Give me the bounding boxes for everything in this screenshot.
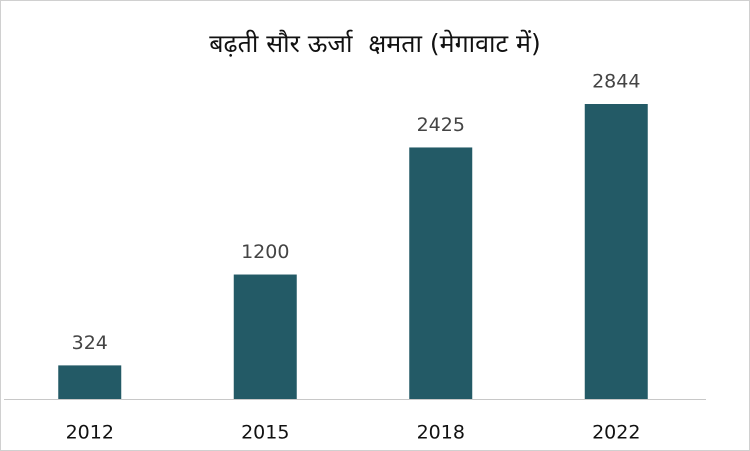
x-tick-label: 2022 xyxy=(592,422,640,444)
bar xyxy=(409,147,473,399)
x-tick-label: 2015 xyxy=(241,422,289,444)
chart-title: बढ़ती सौर ऊर्जा क्षमता (मेगावाट में) xyxy=(209,29,541,58)
bar xyxy=(58,365,122,399)
data-label: 2425 xyxy=(417,114,465,136)
bar xyxy=(233,274,297,399)
x-tick-label: 2012 xyxy=(66,422,114,444)
x-tick-label: 2018 xyxy=(417,422,465,444)
data-label: 324 xyxy=(72,332,108,354)
data-label: 2844 xyxy=(592,71,640,93)
data-label: 1200 xyxy=(241,241,289,263)
bar xyxy=(584,104,648,399)
